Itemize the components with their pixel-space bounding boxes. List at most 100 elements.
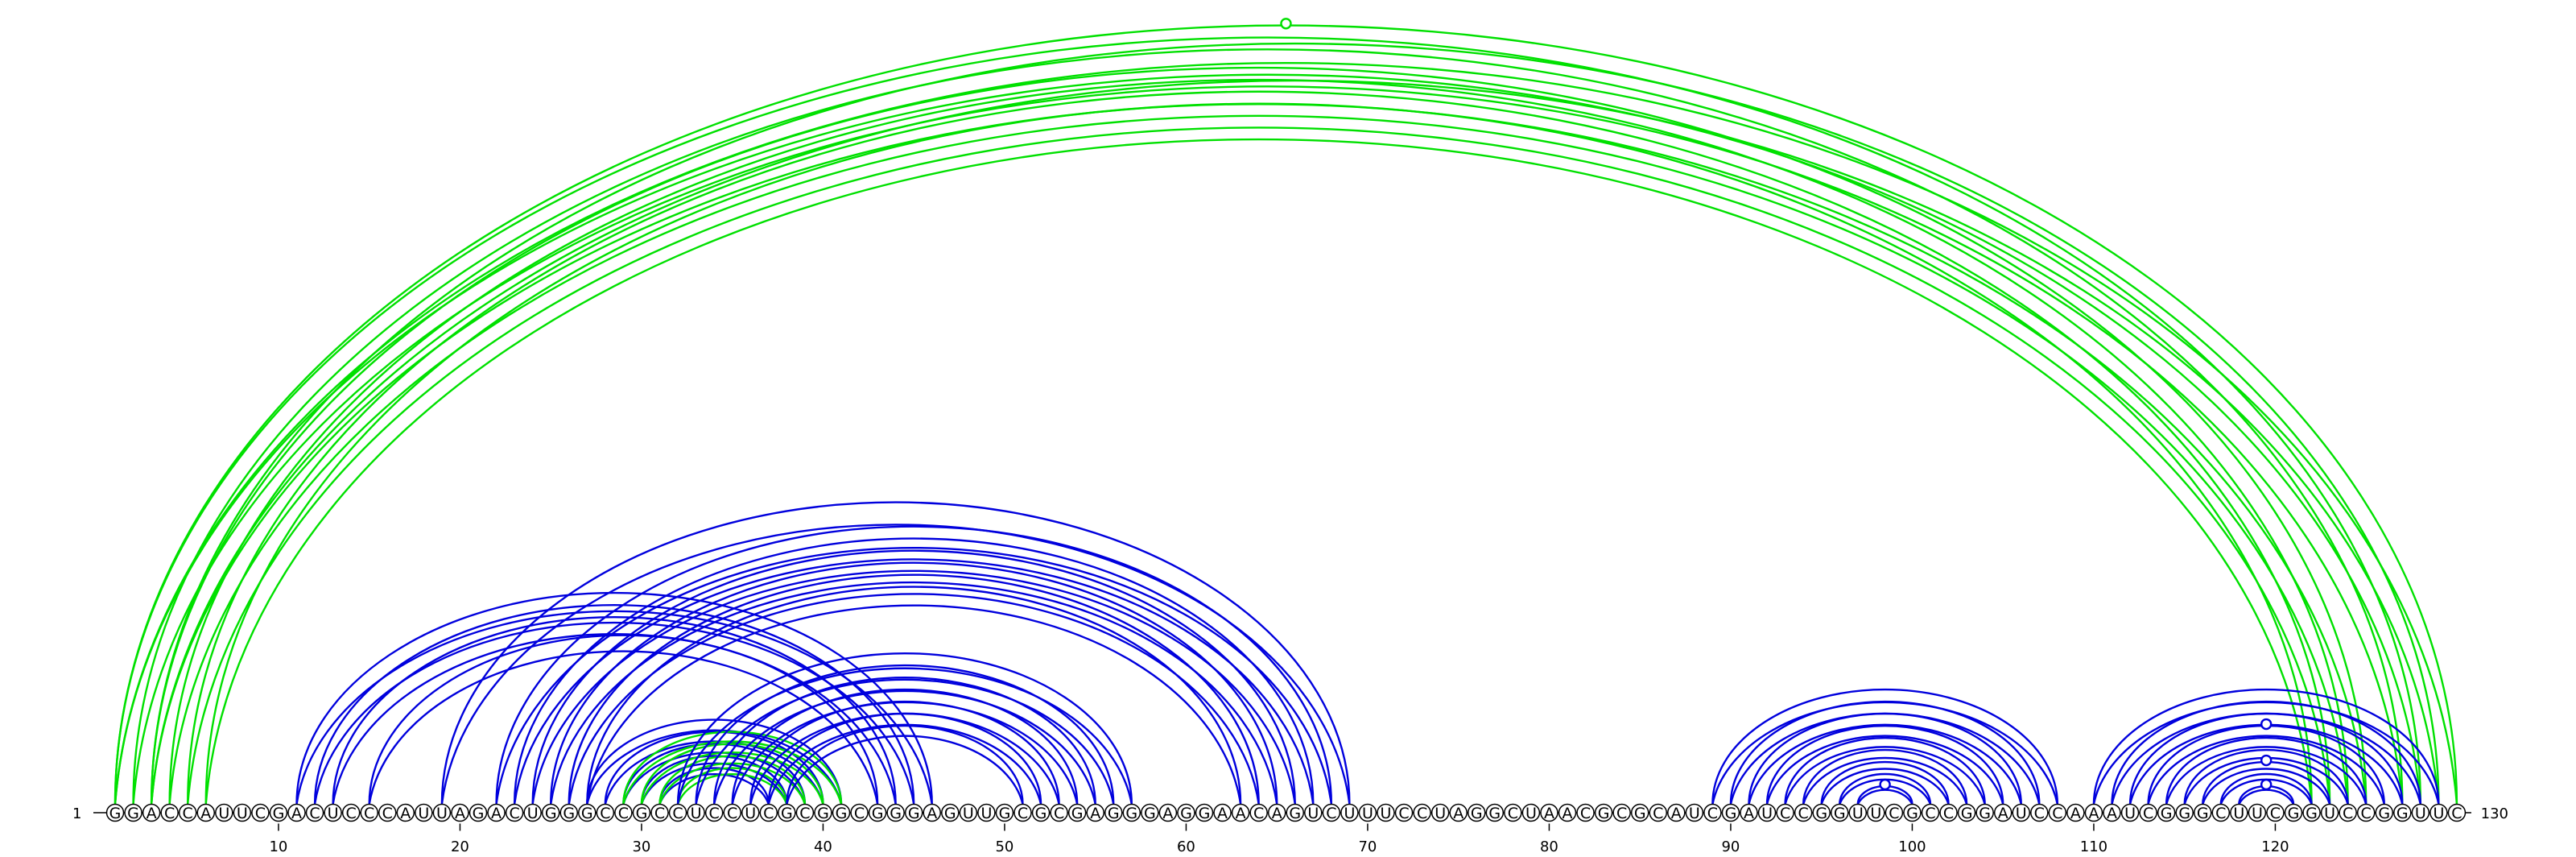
nucleotide-circle: [1867, 803, 1885, 822]
nucleotide-letter: U: [1307, 805, 1319, 822]
base-pair-arc-29-41: [622, 731, 843, 805]
nucleotide-53: C: [1050, 803, 1068, 822]
nucleotide-circle: [1993, 803, 2013, 822]
nucleotide-letter: G: [1180, 805, 1192, 822]
nucleotide-circle: [959, 803, 978, 822]
nucleotide-letter: A: [147, 805, 157, 822]
nucleotide-76: G: [1468, 803, 1486, 822]
nucleotide-circle: [778, 803, 796, 822]
nucleotide-122: G: [2302, 803, 2321, 822]
base-pair-arc-35-54: [731, 688, 1079, 805]
nucleotide-114: G: [2157, 803, 2176, 822]
nucleotide-8: U: [233, 803, 252, 822]
nucleotide-circle: [541, 803, 560, 822]
nucleotide-letter: U: [1435, 805, 1446, 822]
nucleotide-letter: A: [1671, 805, 1682, 822]
base-pair-arc-29-39: [622, 751, 807, 805]
nucleotide-84: C: [1612, 803, 1631, 822]
nucleotide-circle: [1794, 803, 1813, 822]
nucleotide-letter: C: [799, 805, 810, 822]
nucleotide-67: U: [1304, 803, 1323, 822]
nucleotide-letter: G: [836, 805, 848, 822]
nucleotide-61: G: [1195, 803, 1214, 822]
nucleotide-circle: [287, 803, 306, 822]
nucleotide-letter: U: [1689, 805, 1700, 822]
nucleotide-letter: C: [2215, 805, 2226, 822]
nucleotide-81: A: [1558, 803, 1577, 822]
nucleotide-113: C: [2139, 803, 2157, 822]
tick-label-40: 40: [814, 838, 832, 855]
nucleotide-circle: [1104, 803, 1123, 822]
loop-marker-116-123: [2260, 754, 2273, 767]
nucleotide-circle: [1939, 803, 1958, 822]
nucleotide-circle: [1141, 803, 1159, 822]
nucleotide-circle: [451, 803, 469, 822]
nucleotide-29: C: [614, 803, 633, 822]
nucleotide-127: G: [2393, 803, 2412, 822]
nucleotide-circle: [995, 803, 1014, 822]
nucleotide-circle: [142, 803, 161, 822]
nucleotide-circle: [2266, 803, 2285, 822]
nucleotide-90: G: [1721, 803, 1740, 822]
nucleotide-letter: C: [1417, 805, 1427, 822]
nucleotide-circle: [1304, 803, 1323, 822]
base-pair-arc-24-66: [531, 569, 1296, 805]
nucleotide-circle: [2103, 803, 2121, 822]
base-pair-arc-38-51: [786, 724, 1024, 805]
nucleotide-letter: C: [600, 805, 610, 822]
base-pair-arc-30-40: [640, 743, 824, 805]
nucleotide-5: C: [178, 803, 197, 822]
nucleotide-letter: U: [963, 805, 974, 822]
nucleotide-116: G: [2194, 803, 2212, 822]
nucleotide-letter: A: [1162, 805, 1173, 822]
nucleotide-circle: [1504, 803, 1522, 822]
nucleotide-circle: [1213, 803, 1232, 822]
nucleotide-110: A: [2084, 803, 2103, 822]
tick-label-90: 90: [1721, 838, 1740, 855]
nucleotide-letter: G: [473, 805, 485, 822]
base-pair-arc-3-129: [150, 79, 2440, 805]
nucleotide-19: U: [432, 803, 452, 822]
nucleotide-102: C: [1939, 803, 1958, 822]
base-pair-arc-116-123: [2202, 768, 2331, 805]
nucleotide-27: G: [578, 803, 597, 822]
nucleotide-circle: [2175, 803, 2194, 822]
nucleotide-65: A: [1267, 803, 1286, 822]
nucleotide-circle: [723, 803, 741, 822]
base-pair-arc-90-107: [1729, 700, 2041, 805]
base-pair-arc-93-104: [1784, 746, 1986, 805]
nucleotide-circle: [1612, 803, 1631, 822]
nucleotide-circle: [215, 803, 233, 822]
nucleotide-letter: C: [654, 805, 665, 822]
nucleotide-22: A: [487, 803, 506, 822]
base-pair-arc-15-43: [368, 634, 879, 805]
base-pair-arc-91-106: [1748, 712, 2022, 805]
nucleotide-circle: [415, 803, 433, 822]
nucleotide-circle: [2211, 803, 2231, 822]
nucleotide-letter: A: [200, 805, 211, 822]
nucleotide-letter: C: [382, 805, 393, 822]
nucleotide-circle: [1449, 803, 1468, 822]
nucleotide-circle: [160, 803, 179, 822]
nucleotide-70: U: [1358, 803, 1377, 822]
base-pair-arc-95-102: [1820, 768, 1950, 805]
nucleotide-45: G: [904, 803, 923, 822]
nucleotide-letter: G: [2178, 805, 2190, 822]
nucleotide-letter: U: [2415, 805, 2426, 822]
nucleotide-letter: C: [509, 805, 519, 822]
nucleotide-circle: [1667, 803, 1686, 822]
nucleotide-circle: [977, 803, 996, 822]
nucleotide-circle: [2030, 803, 2049, 822]
nucleotide-letter: U: [2252, 805, 2263, 822]
nucleotide-letter: U: [436, 805, 448, 822]
nucleotide-56: G: [1104, 803, 1123, 822]
nucleotide-circle: [1685, 803, 1704, 822]
nucleotide-letter: G: [908, 805, 920, 822]
nucleotide-119: U: [2248, 803, 2267, 822]
base-pair-arc-4-124: [168, 114, 2349, 805]
nucleotide-circle: [1721, 803, 1740, 822]
nucleotide-32: C: [668, 803, 687, 822]
nucleotide-circle: [269, 803, 288, 822]
base-pair-arc-31-37: [658, 773, 770, 805]
base-pair-arc-3-125: [150, 66, 2368, 805]
